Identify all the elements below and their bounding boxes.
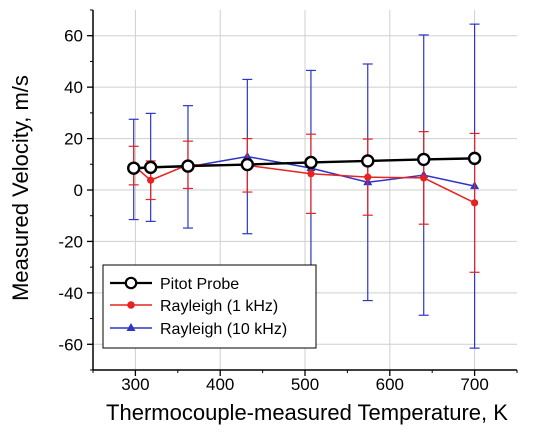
- y-tick-label: 40: [64, 78, 83, 97]
- data-point: [147, 176, 155, 184]
- y-tick-label: 0: [74, 181, 83, 200]
- data-point: [361, 154, 375, 168]
- data-point: [471, 199, 479, 207]
- legend-marker-rayleigh-10khz: [126, 323, 136, 331]
- legend-box: [102, 264, 317, 349]
- y-tick-label: -40: [58, 284, 83, 303]
- y-tick-label: 20: [64, 130, 83, 149]
- data-point: [467, 151, 482, 166]
- data-point: [127, 161, 141, 175]
- legend-marker-rayleigh-1khz: [127, 301, 135, 309]
- series-pitot-probe: [127, 151, 482, 175]
- data-point: [181, 159, 195, 173]
- legend: Pitot Probe Rayleigh (1 kHz) Rayleigh (1…: [102, 264, 317, 349]
- x-axis-label: Thermocouple-measured Temperature, K: [106, 400, 508, 425]
- data-point: [420, 174, 428, 182]
- y-tick-label: -20: [58, 232, 83, 251]
- data-point: [364, 173, 372, 181]
- y-axis-label: Measured Velocity, m/s: [8, 75, 33, 301]
- legend-label-pitot-probe: Pitot Probe: [160, 276, 239, 293]
- series-rayleigh-1-khz: [128, 131, 480, 273]
- series-line: [133, 164, 475, 204]
- series-layer: [127, 23, 482, 349]
- data-point: [304, 155, 318, 170]
- legend-marker-pitot-probe: [124, 276, 138, 290]
- legend-entry-pitot-probe: Pitot Probe: [110, 276, 239, 293]
- x-tick-label: 300: [121, 375, 149, 394]
- legend-label-rayleigh-1khz: Rayleigh (1 kHz): [160, 298, 278, 315]
- data-point: [240, 157, 255, 172]
- axes-layer: -60 -40 -20 0 20 40 60 300 400 500 600 700: [58, 9, 518, 394]
- y-tick-label: -60: [58, 335, 83, 354]
- legend-label-rayleigh-10khz: Rayleigh (10 kHz): [160, 321, 287, 338]
- legend-entry-rayleigh-1khz: Rayleigh (1 kHz): [110, 298, 278, 315]
- data-point: [417, 152, 431, 167]
- x-tick-label: 400: [206, 375, 234, 394]
- data-point: [143, 160, 158, 175]
- data-point: [307, 170, 315, 178]
- legend-entry-rayleigh-10khz: Rayleigh (10 kHz): [110, 321, 287, 338]
- y-tick-label: 60: [64, 27, 83, 46]
- x-tick-label: 600: [376, 375, 404, 394]
- x-tick-label: 700: [460, 375, 488, 394]
- x-tick-label: 500: [291, 375, 319, 394]
